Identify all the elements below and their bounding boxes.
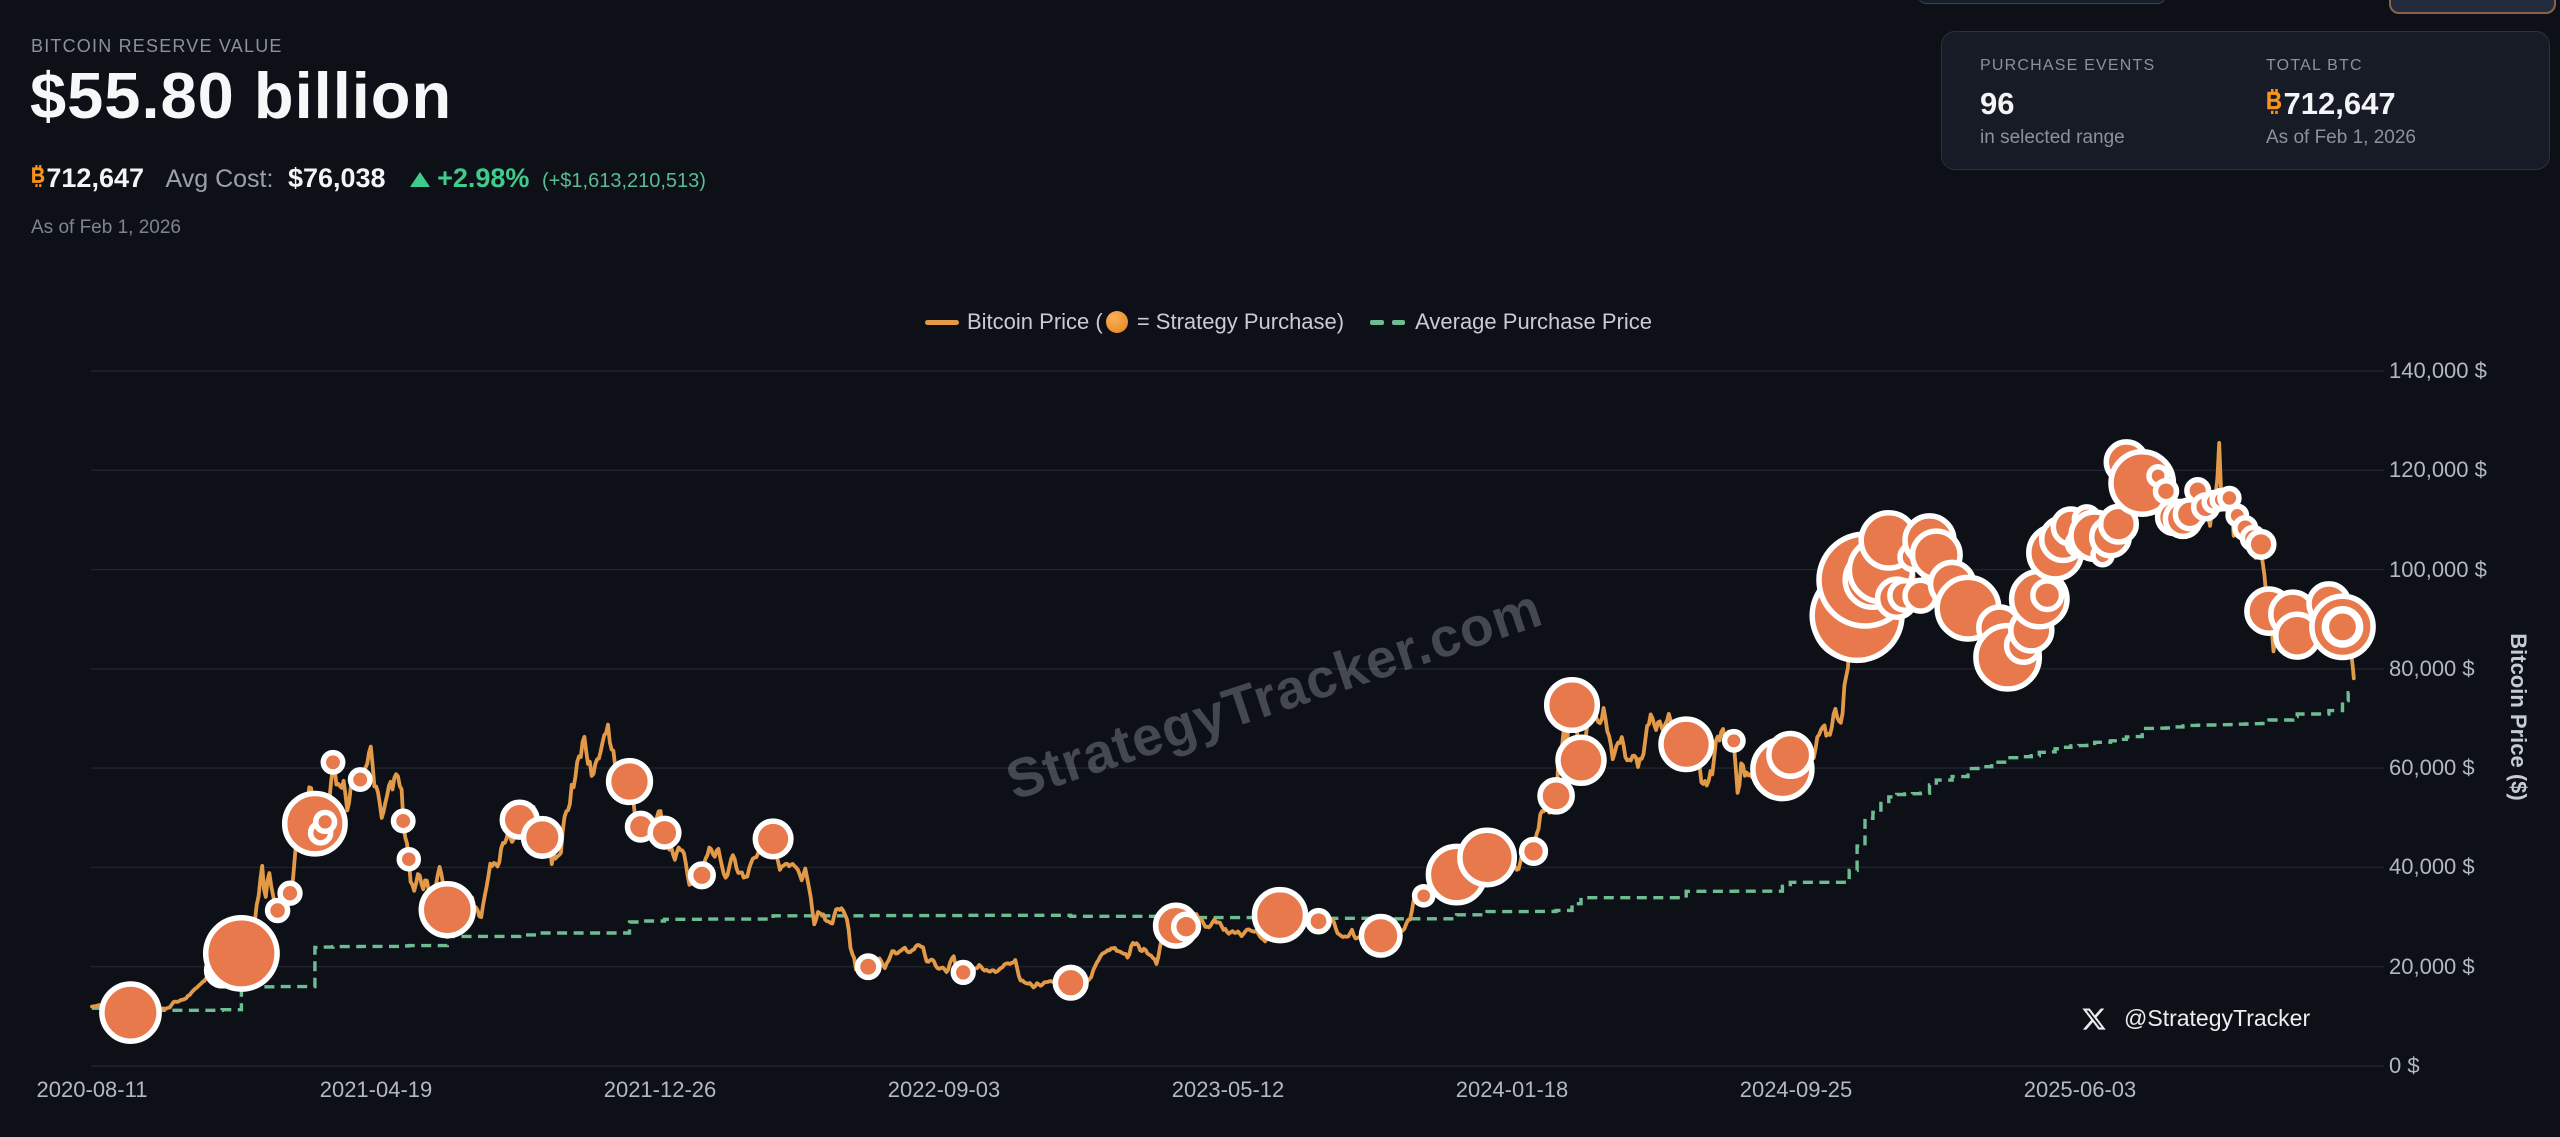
svg-text:2024-09-25: 2024-09-25 — [1740, 1077, 1853, 1102]
svg-text:StrategyTracker.com: StrategyTracker.com — [998, 576, 1549, 812]
svg-text:2023-05-12: 2023-05-12 — [1172, 1077, 1285, 1102]
svg-text:2021-12-26: 2021-12-26 — [604, 1077, 717, 1102]
svg-text:0 $: 0 $ — [2389, 1053, 2420, 1078]
svg-text:40,000 $: 40,000 $ — [2389, 854, 2475, 879]
svg-text:2021-04-19: 2021-04-19 — [320, 1077, 433, 1102]
svg-text:2025-06-03: 2025-06-03 — [2024, 1077, 2137, 1102]
svg-text:140,000 $: 140,000 $ — [2389, 358, 2487, 383]
svg-text:120,000 $: 120,000 $ — [2389, 457, 2487, 482]
svg-text:Bitcoin Price ($): Bitcoin Price ($) — [2506, 633, 2531, 800]
svg-text:2022-09-03: 2022-09-03 — [888, 1077, 1001, 1102]
svg-text:2020-08-11: 2020-08-11 — [37, 1077, 148, 1102]
svg-text:2024-01-18: 2024-01-18 — [1456, 1077, 1569, 1102]
svg-text:100,000 $: 100,000 $ — [2389, 557, 2487, 582]
svg-text:60,000 $: 60,000 $ — [2389, 755, 2475, 780]
svg-text:80,000 $: 80,000 $ — [2389, 656, 2475, 681]
svg-text:20,000 $: 20,000 $ — [2389, 954, 2475, 979]
